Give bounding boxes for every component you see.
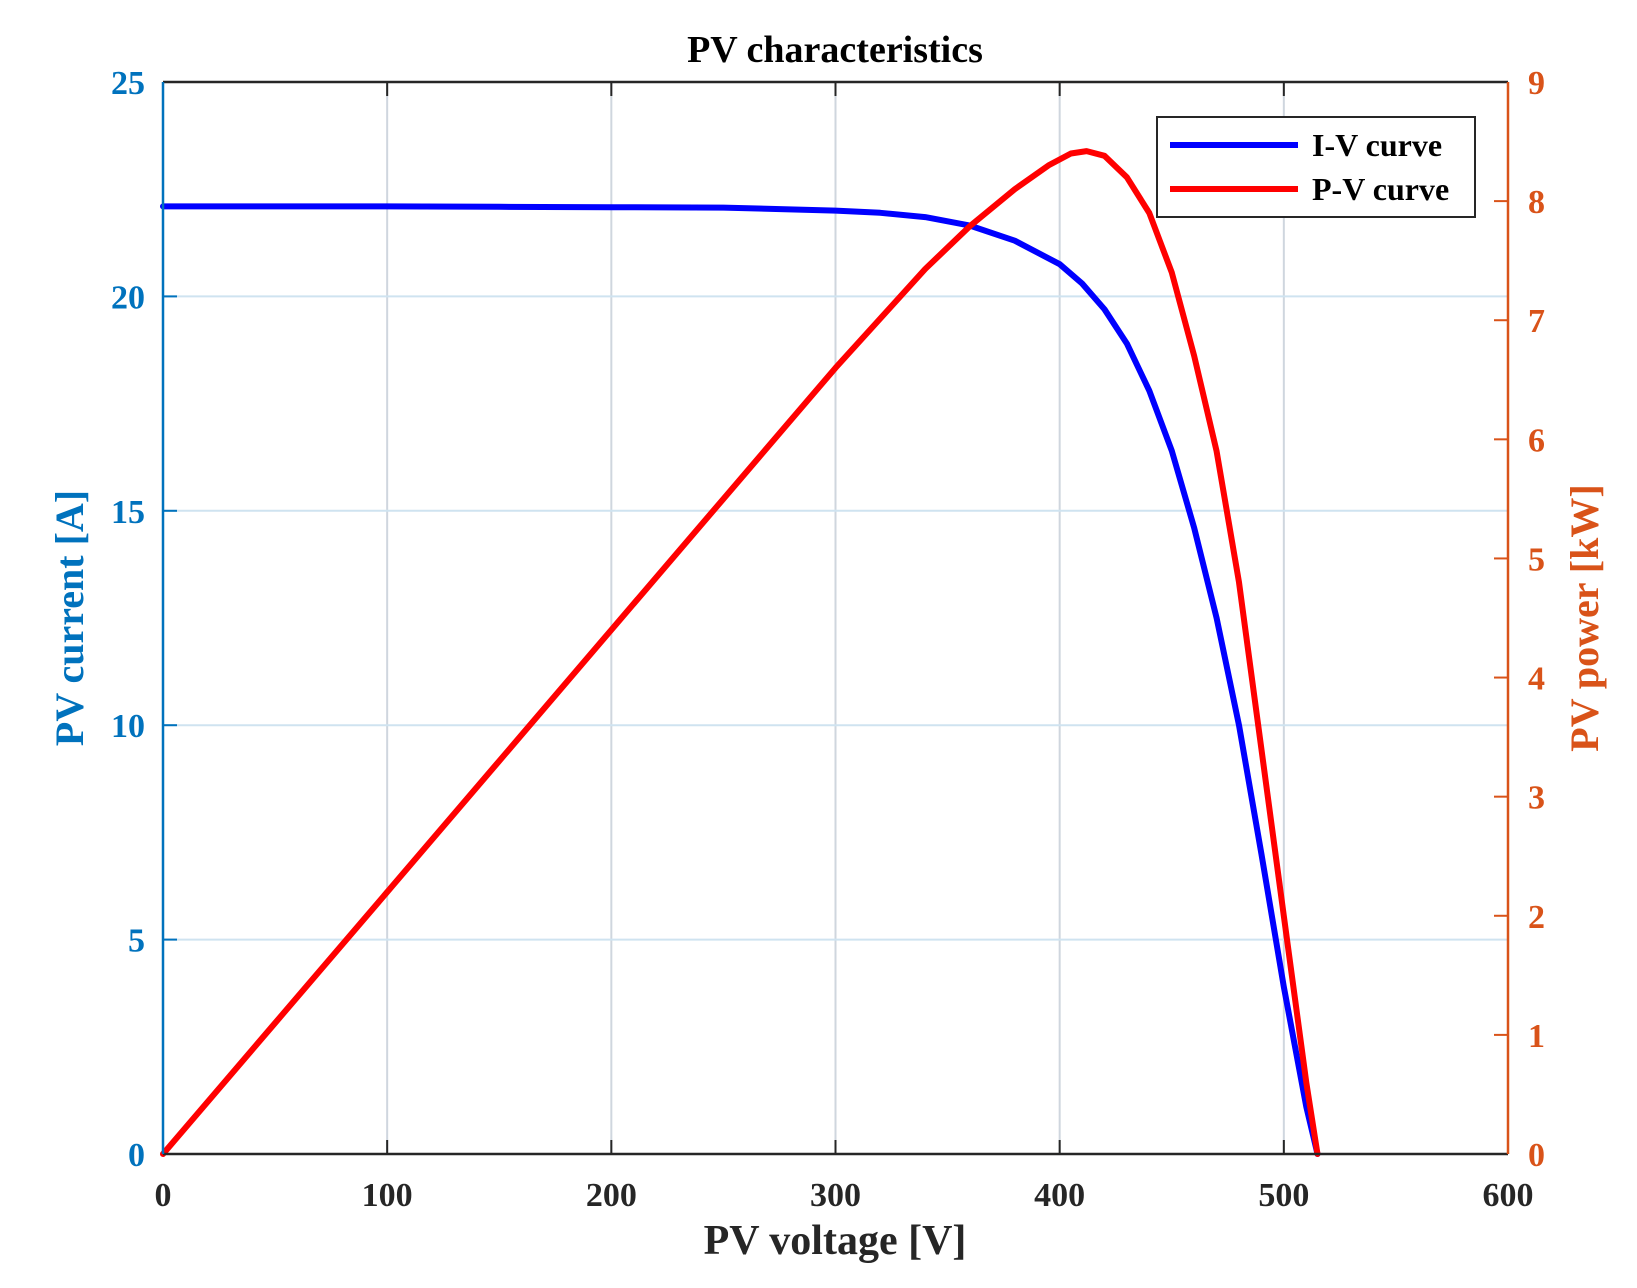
y-left-tick-label: 20 xyxy=(111,279,145,316)
y-right-tick-label: 3 xyxy=(1528,780,1545,817)
legend: I-V curve P-V curve xyxy=(1156,116,1476,218)
legend-pv-label: P-V curve xyxy=(1312,171,1449,207)
y-left-tick-label: 0 xyxy=(128,1137,145,1174)
chart-title: PV characteristics xyxy=(687,29,983,71)
x-tick-label: 600 xyxy=(1483,1177,1534,1214)
y-right-tick-label: 1 xyxy=(1528,1018,1545,1055)
y-axis-right-label: PV power [kW] xyxy=(1562,484,1607,751)
legend-box xyxy=(1156,116,1476,218)
y-right-tick-label: 2 xyxy=(1528,899,1545,936)
y-left-tick-label: 5 xyxy=(128,923,145,960)
y-right-tick-label: 0 xyxy=(1528,1137,1545,1174)
pv-curve-line xyxy=(160,148,1321,1157)
x-tick-label: 400 xyxy=(1034,1177,1085,1214)
grid-lines xyxy=(163,82,1508,1154)
y-left-tick-label: 15 xyxy=(111,494,145,531)
y-right-tick-label: 9 xyxy=(1528,65,1545,102)
x-tick-label: 200 xyxy=(586,1177,637,1214)
series-lines xyxy=(160,148,1321,1157)
y-right-tick-label: 7 xyxy=(1528,303,1545,340)
y-right-tick-label: 5 xyxy=(1528,541,1545,578)
x-tick-label: 300 xyxy=(810,1177,861,1214)
iv-curve-line xyxy=(160,203,1321,1157)
y-left-tick-label: 10 xyxy=(111,708,145,745)
x-tick-label: 0 xyxy=(155,1177,172,1214)
y-right-tick-label: 4 xyxy=(1528,661,1545,698)
y-right-tick-label: 6 xyxy=(1528,422,1545,459)
axes xyxy=(161,80,1510,1156)
y-axis-left-label: PV current [A] xyxy=(47,490,92,746)
x-tick-label: 100 xyxy=(362,1177,413,1214)
y-right-tick-label: 8 xyxy=(1528,184,1545,221)
legend-iv-label: I-V curve xyxy=(1312,127,1442,163)
y-left-tick-label: 25 xyxy=(111,65,145,102)
x-tick-label: 500 xyxy=(1258,1177,1309,1214)
x-axis-label: PV voltage [V] xyxy=(704,1218,967,1264)
